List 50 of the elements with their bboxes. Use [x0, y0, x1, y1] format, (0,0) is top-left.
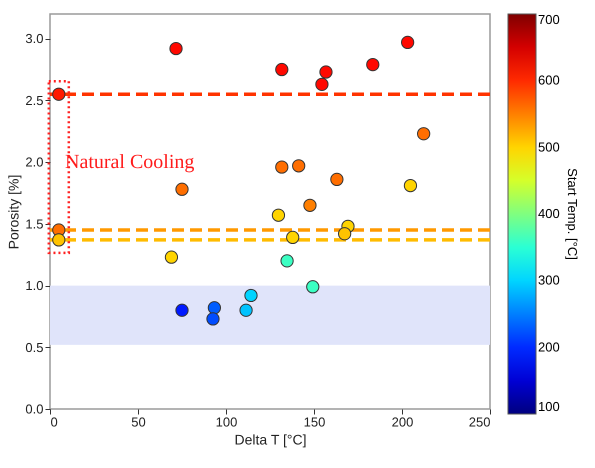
point: [244, 288, 258, 302]
point: [272, 208, 286, 222]
x-tick-label: 200: [392, 414, 414, 430]
x-tick-label: 150: [304, 414, 326, 430]
point: [417, 127, 430, 140]
point: [330, 172, 344, 186]
point: [275, 160, 288, 174]
point: [286, 230, 300, 244]
point: [338, 227, 352, 240]
point: [319, 65, 333, 79]
y-tick-label: 0.5: [25, 340, 44, 355]
y-tick-label: 1.0: [25, 278, 44, 294]
color-bar-label: 600: [538, 72, 560, 88]
point: [280, 254, 294, 268]
point: [292, 159, 306, 172]
point: [315, 78, 329, 91]
y-tick-label: 2.0: [25, 154, 44, 170]
color-bar-label: 100: [538, 399, 560, 414]
color-bar-title: Start Temp. [°C]: [565, 168, 580, 260]
point: [208, 301, 222, 314]
x-tick-label: 0: [50, 414, 58, 430]
x-tick-label: 250: [468, 414, 490, 430]
point: [52, 233, 66, 247]
color-bar-label: 400: [538, 206, 560, 221]
color-bar-label: 300: [538, 272, 560, 288]
point: [275, 62, 288, 76]
point: [366, 58, 380, 72]
y-tick-label: 2.5: [25, 92, 44, 108]
x-axis-title: Delta T [°C]: [234, 432, 306, 448]
point: [175, 304, 189, 317]
y-axis-title: Porosity [%]: [5, 174, 22, 250]
annotation: Natural Cooling: [65, 151, 194, 174]
point: [239, 304, 253, 317]
x-tick-label: 50: [131, 414, 146, 430]
point: [306, 280, 320, 294]
point: [175, 182, 189, 196]
point: [164, 250, 178, 264]
x-tick-label: 100: [216, 414, 238, 430]
color-bar-label: 700: [538, 12, 560, 27]
color-bar-label: 200: [538, 339, 560, 354]
point: [404, 178, 418, 192]
point: [169, 42, 183, 56]
color-bar-label: 500: [538, 139, 560, 154]
point: [52, 88, 66, 101]
point: [401, 36, 414, 50]
y-tick-label: 0.0: [25, 402, 44, 416]
y-tick-label: 1.5: [25, 216, 44, 232]
y-tick-label: 3.0: [25, 31, 44, 46]
point: [303, 198, 317, 212]
point: [206, 312, 220, 326]
